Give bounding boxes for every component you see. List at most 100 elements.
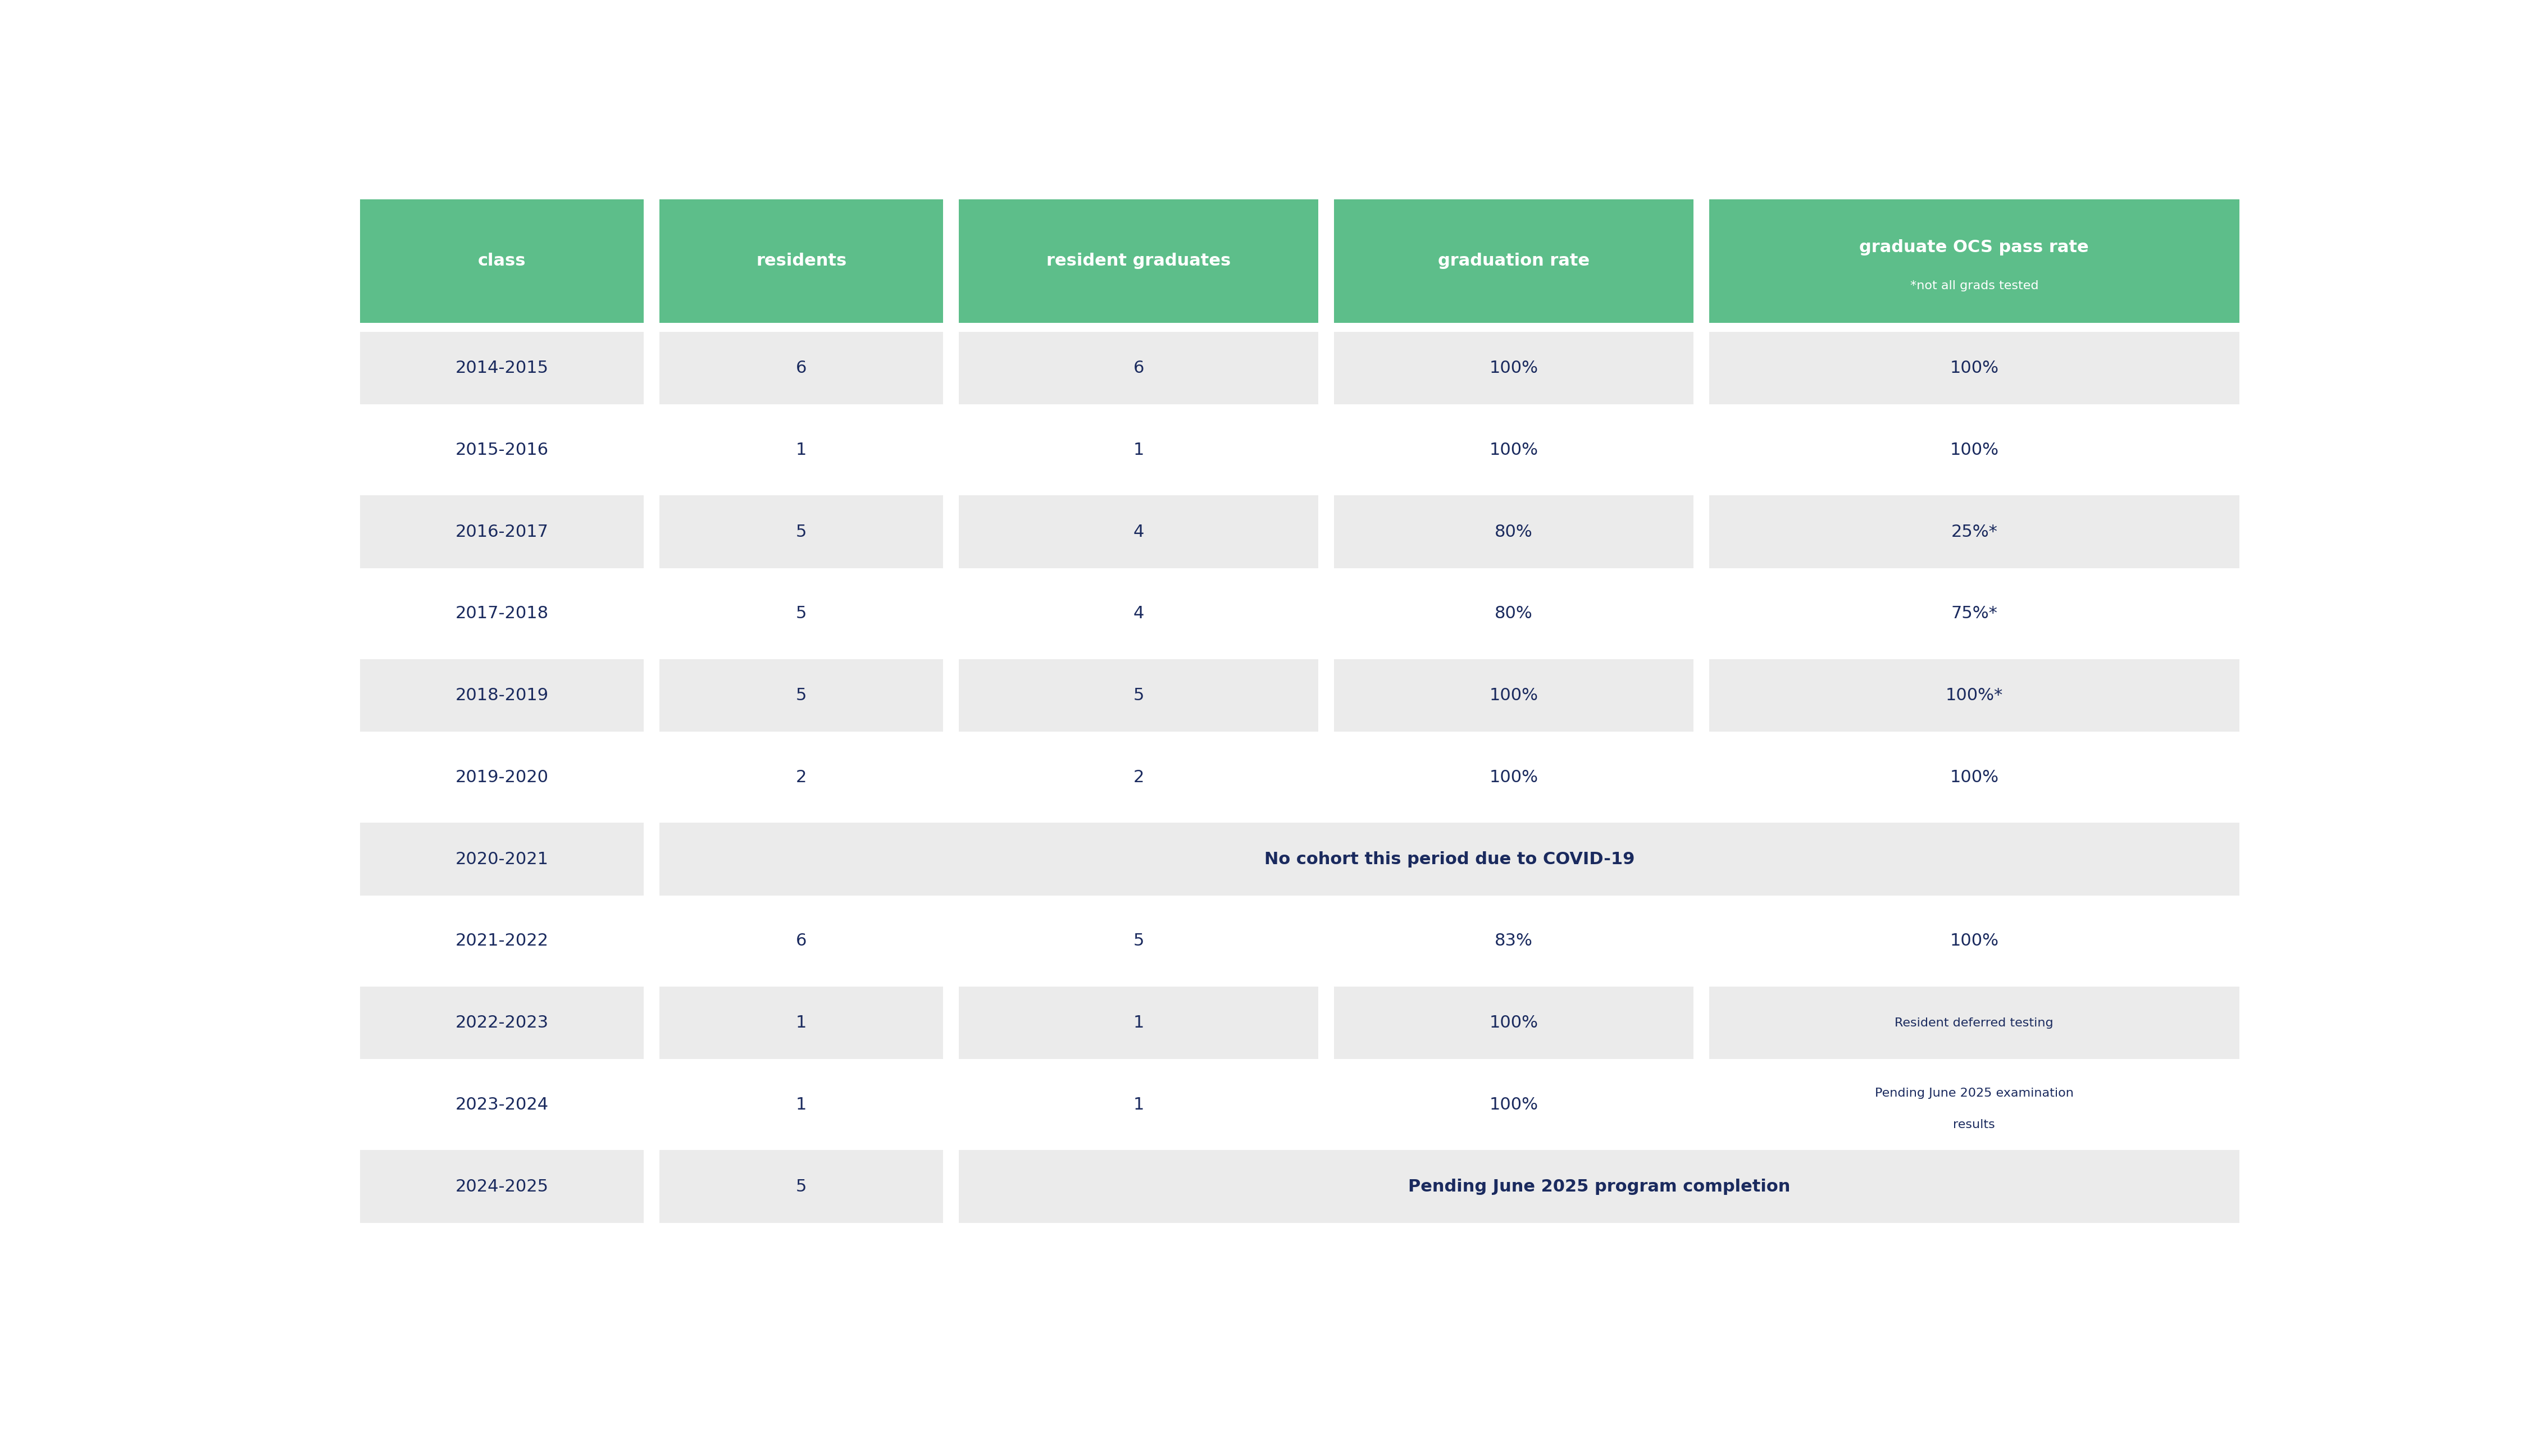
Text: 5: 5 — [796, 687, 806, 703]
Text: graduate OCS pass rate: graduate OCS pass rate — [1859, 239, 2090, 256]
Bar — [659, 1150, 943, 1223]
Text: 100%: 100% — [1950, 769, 1998, 785]
Bar — [959, 199, 1319, 323]
Bar — [360, 741, 644, 814]
Text: resident graduates: resident graduates — [1047, 253, 1230, 269]
Text: 1: 1 — [1134, 1015, 1144, 1031]
Bar — [959, 414, 1319, 486]
Text: 2024-2025: 2024-2025 — [456, 1178, 548, 1195]
Bar — [959, 495, 1319, 568]
Text: 2023-2024: 2023-2024 — [456, 1096, 548, 1112]
Text: 5: 5 — [796, 524, 806, 540]
Text: 100%: 100% — [1489, 1096, 1539, 1112]
Bar — [360, 904, 644, 977]
Bar — [959, 577, 1319, 649]
Text: 2022-2023: 2022-2023 — [456, 1015, 548, 1031]
Text: 2019-2020: 2019-2020 — [456, 769, 548, 785]
Bar — [659, 904, 943, 977]
Text: residents: residents — [756, 253, 847, 269]
Bar — [659, 1069, 943, 1142]
Text: 2018-2019: 2018-2019 — [456, 687, 548, 703]
Bar — [1709, 332, 2239, 405]
Bar — [959, 986, 1319, 1060]
Text: 1: 1 — [796, 1096, 806, 1112]
Text: 100%: 100% — [1950, 933, 1998, 949]
Bar — [659, 660, 943, 732]
Text: Pending June 2025 program completion: Pending June 2025 program completion — [1407, 1178, 1790, 1195]
Bar — [1334, 199, 1694, 323]
Text: 6: 6 — [796, 933, 806, 949]
Text: 5: 5 — [796, 1178, 806, 1195]
Bar — [1334, 495, 1694, 568]
Text: 75%*: 75%* — [1950, 606, 1998, 622]
Bar — [659, 577, 943, 649]
Text: 100%: 100% — [1489, 441, 1539, 459]
Bar — [1709, 414, 2239, 486]
Text: 25%*: 25%* — [1950, 524, 1998, 540]
Text: 80%: 80% — [1494, 606, 1532, 622]
Bar — [1334, 577, 1694, 649]
Bar — [360, 1069, 644, 1142]
Text: 100%: 100% — [1950, 441, 1998, 459]
Bar — [1334, 904, 1694, 977]
Bar — [1334, 986, 1694, 1060]
Text: 100%: 100% — [1489, 1015, 1539, 1031]
Text: 100%: 100% — [1489, 687, 1539, 703]
Text: *not all grads tested: *not all grads tested — [1910, 280, 2039, 291]
Text: 1: 1 — [1134, 1096, 1144, 1112]
Text: 100%: 100% — [1489, 769, 1539, 785]
Bar — [1334, 332, 1694, 405]
Text: 100%*: 100%* — [1945, 687, 2003, 703]
Bar — [959, 332, 1319, 405]
Text: 4: 4 — [1134, 524, 1144, 540]
Bar — [1709, 577, 2239, 649]
Text: 1: 1 — [1134, 441, 1144, 459]
Bar — [1709, 495, 2239, 568]
Bar — [1334, 660, 1694, 732]
Text: 2016-2017: 2016-2017 — [456, 524, 548, 540]
Text: No cohort this period due to COVID-19: No cohort this period due to COVID-19 — [1263, 850, 1636, 868]
Text: 100%: 100% — [1489, 360, 1539, 376]
Bar — [1709, 986, 2239, 1060]
Bar — [360, 577, 644, 649]
Text: Pending June 2025 examination: Pending June 2025 examination — [1874, 1088, 2074, 1099]
Text: class: class — [479, 253, 525, 269]
Text: 2021-2022: 2021-2022 — [456, 933, 548, 949]
Bar — [1709, 199, 2239, 323]
Bar — [1334, 1069, 1694, 1142]
Bar — [1334, 741, 1694, 814]
Bar — [659, 986, 943, 1060]
Bar — [659, 199, 943, 323]
Text: 4: 4 — [1134, 606, 1144, 622]
Bar — [360, 1150, 644, 1223]
Bar — [360, 660, 644, 732]
Text: Resident deferred testing: Resident deferred testing — [1894, 1018, 2054, 1028]
Text: 2: 2 — [796, 769, 806, 785]
Text: 2017-2018: 2017-2018 — [456, 606, 548, 622]
Bar — [1709, 904, 2239, 977]
Text: 83%: 83% — [1494, 933, 1532, 949]
Text: 2015-2016: 2015-2016 — [456, 441, 548, 459]
Text: 2: 2 — [1134, 769, 1144, 785]
Text: graduation rate: graduation rate — [1438, 253, 1590, 269]
Bar — [959, 1069, 1319, 1142]
Text: 5: 5 — [1134, 933, 1144, 949]
Text: 1: 1 — [796, 441, 806, 459]
Bar — [959, 660, 1319, 732]
Text: 6: 6 — [796, 360, 806, 376]
Bar — [1334, 414, 1694, 486]
Text: 6: 6 — [1134, 360, 1144, 376]
Bar — [360, 495, 644, 568]
Bar — [659, 414, 943, 486]
Bar — [360, 823, 644, 895]
Text: 100%: 100% — [1950, 360, 1998, 376]
Bar — [959, 741, 1319, 814]
Bar — [360, 332, 644, 405]
Text: results: results — [1953, 1120, 1996, 1130]
Bar — [1709, 1069, 2239, 1142]
Text: 5: 5 — [796, 606, 806, 622]
Text: 5: 5 — [1134, 687, 1144, 703]
Bar — [959, 904, 1319, 977]
Bar — [1709, 741, 2239, 814]
Text: 2014-2015: 2014-2015 — [456, 360, 548, 376]
